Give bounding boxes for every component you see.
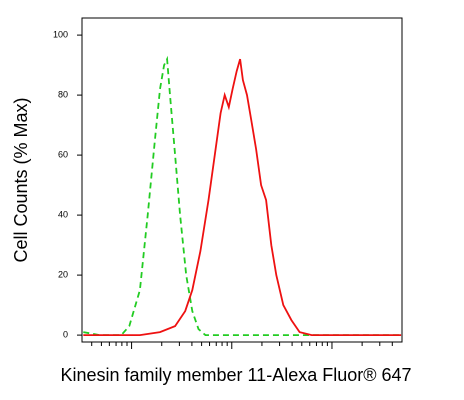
x-axis-title: Kinesin family member 11-Alexa Fluor® 64…	[60, 365, 411, 385]
series-line	[83, 58, 402, 336]
y-tick-label: 20	[58, 269, 68, 279]
y-tick-label: 0	[63, 329, 68, 339]
plot-frame	[81, 17, 403, 343]
series-line	[83, 55, 402, 336]
y-tick-label: 40	[58, 209, 68, 219]
y-axis-title: Cell Counts (% Max)	[11, 97, 31, 262]
y-tick-label: 100	[53, 29, 68, 39]
y-tick-label: 60	[58, 149, 68, 159]
y-tick-label: 80	[58, 89, 68, 99]
